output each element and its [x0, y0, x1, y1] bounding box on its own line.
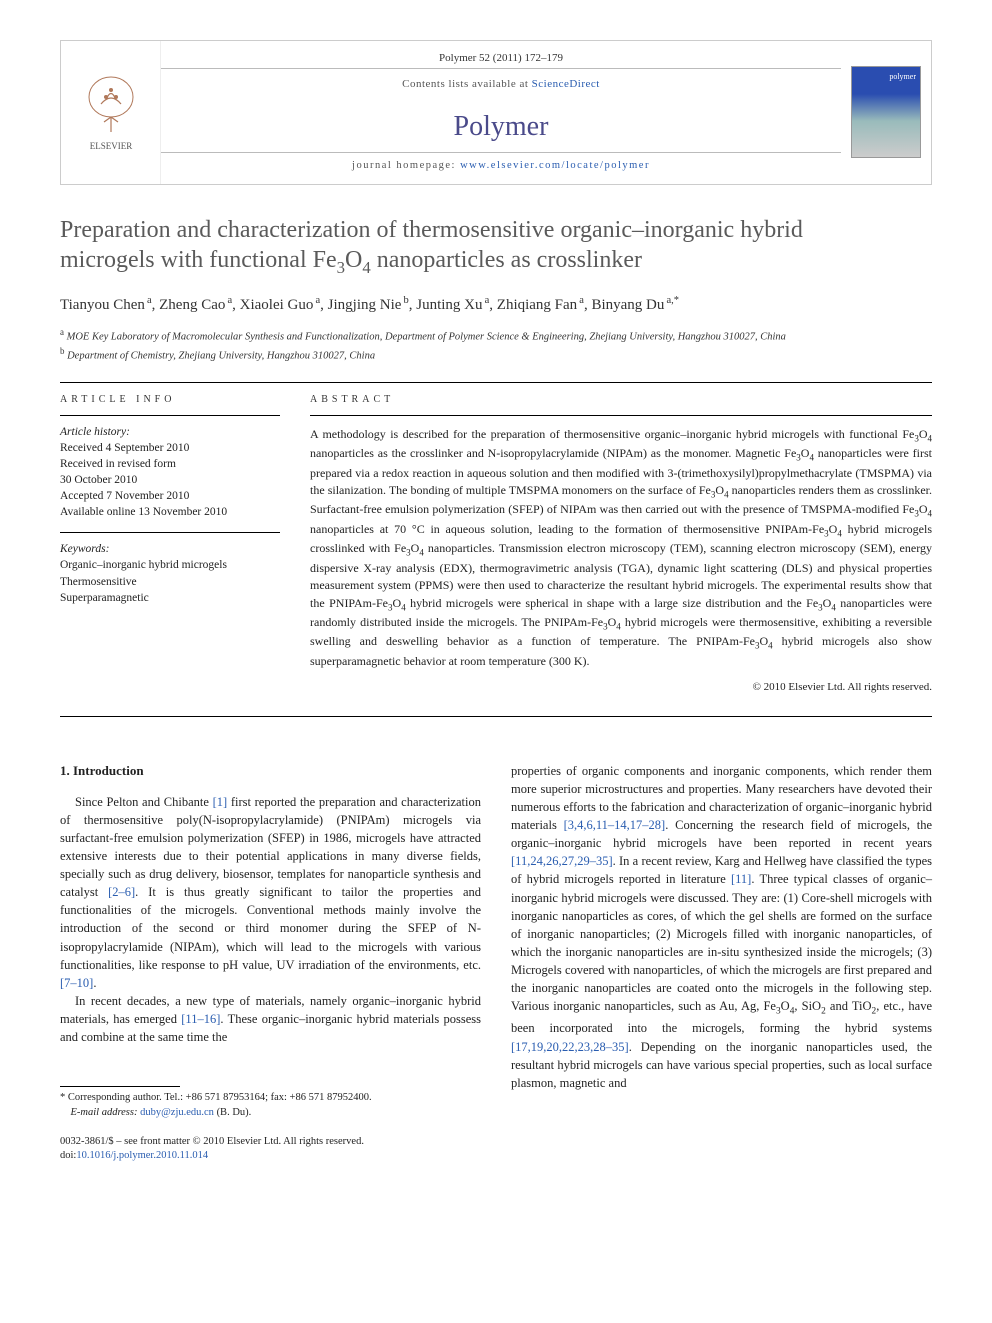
keywords-block: Keywords: Organic–inorganic hybrid micro… [60, 532, 280, 605]
homepage-prefix: journal homepage: [352, 160, 460, 171]
title-mid: O [345, 247, 362, 273]
elsevier-tree-logo: ELSEVIER [76, 72, 146, 152]
publisher-logo-cell: ELSEVIER [61, 41, 161, 184]
keyword-3: Superparamagnetic [60, 590, 280, 606]
header-center: Polymer 52 (2011) 172–179 Contents lists… [161, 41, 841, 184]
author: Jingjing Nie b [328, 297, 409, 313]
history-label: Article history: [60, 424, 280, 440]
abstract-text: A methodology is described for the prepa… [310, 415, 932, 671]
corresponding-footer: * Corresponding author. Tel.: +86 571 87… [60, 1086, 481, 1164]
ref-link-multi-3[interactable]: [17,19,20,22,23,28–35] [511, 1040, 629, 1054]
body-two-columns: 1. Introduction Since Pelton and Chibant… [60, 762, 932, 1164]
homepage-line: journal homepage: www.elsevier.com/locat… [352, 159, 650, 174]
author: Tianyou Chen a [60, 297, 152, 313]
article-history-block: Article history: Received 4 September 20… [60, 415, 280, 521]
affiliations: a MOE Key Laboratory of Macromolecular S… [60, 326, 932, 363]
article-title: Preparation and characterization of ther… [60, 215, 932, 279]
title-sub2: 4 [362, 257, 370, 276]
author: Zheng Cao a [159, 297, 232, 313]
sciencedirect-link[interactable]: ScienceDirect [532, 78, 600, 90]
intro-para-3: properties of organic components and ino… [511, 762, 932, 1092]
email-suffix: (B. Du). [214, 1107, 251, 1118]
history-received: Received 4 September 2010 [60, 440, 280, 456]
ref-link-multi-1[interactable]: [3,4,6,11–14,17–28] [564, 818, 666, 832]
doi-link[interactable]: 10.1016/j.polymer.2010.11.014 [76, 1150, 208, 1161]
journal-homepage-link[interactable]: www.elsevier.com/locate/polymer [460, 160, 650, 171]
article-info-column: ARTICLE INFO Article history: Received 4… [60, 383, 280, 696]
contents-prefix: Contents lists available at [402, 78, 531, 90]
title-line2-pre: microgels with functional Fe [60, 247, 337, 273]
title-line2-post: nanoparticles as crosslinker [371, 247, 642, 273]
history-accepted: Accepted 7 November 2010 [60, 488, 280, 504]
doi-label: doi: [60, 1150, 76, 1161]
intro-para-1: Since Pelton and Chibante [1] first repo… [60, 793, 481, 992]
journal-cover-thumbnail[interactable]: polymer [851, 66, 921, 158]
author: Junting Xu a [416, 297, 489, 313]
keyword-2: Thermosensitive [60, 574, 280, 590]
history-online: Available online 13 November 2010 [60, 504, 280, 520]
introduction-heading: 1. Introduction [60, 762, 481, 781]
article-info-heading: ARTICLE INFO [60, 383, 280, 415]
email-label: E-mail address: [71, 1107, 141, 1118]
keyword-1: Organic–inorganic hybrid microgels [60, 557, 280, 573]
corresponding-email-link[interactable]: duby@zju.edu.cn [140, 1107, 214, 1118]
history-revised1: Received in revised form [60, 456, 280, 472]
journal-header: ELSEVIER Polymer 52 (2011) 172–179 Conte… [60, 40, 932, 185]
ref-link-1[interactable]: [1] [213, 795, 228, 809]
journal-name: Polymer [454, 107, 549, 146]
ref-link-multi-2[interactable]: [11,24,26,27,29–35] [511, 854, 613, 868]
title-sub1: 3 [337, 257, 345, 276]
ref-link-11-16[interactable]: [11–16] [181, 1012, 220, 1026]
issn-line: 0032-3861/$ – see front matter © 2010 El… [60, 1135, 481, 1150]
title-line1: Preparation and characterization of ther… [60, 217, 803, 243]
keywords-label: Keywords: [60, 541, 280, 557]
intro-para-2: In recent decades, a new type of materia… [60, 992, 481, 1046]
author: Binyang Du a,* [591, 297, 679, 313]
corresponding-author-line: * Corresponding author. Tel.: +86 571 87… [60, 1091, 481, 1106]
history-revised2: 30 October 2010 [60, 472, 280, 488]
author: Zhiqiang Fan a [497, 297, 584, 313]
info-abstract-row: ARTICLE INFO Article history: Received 4… [60, 383, 932, 696]
author: Xiaolei Guo a [240, 297, 321, 313]
publisher-name: ELSEVIER [89, 141, 132, 151]
affiliation-a: MOE Key Laboratory of Macromolecular Syn… [67, 332, 786, 343]
citation-line: Polymer 52 (2011) 172–179 [439, 51, 563, 66]
cover-thumbnail-cell: polymer [841, 41, 931, 184]
cover-label: polymer [856, 71, 916, 82]
ref-link-11b[interactable]: [11] [731, 872, 751, 886]
ref-link-7-10[interactable]: [7–10] [60, 976, 93, 990]
doi-line: doi:10.1016/j.polymer.2010.11.014 [60, 1149, 481, 1164]
affiliation-b: Department of Chemistry, Zhejiang Univer… [67, 351, 375, 362]
abstract-copyright: © 2010 Elsevier Ltd. All rights reserved… [310, 680, 932, 695]
contents-available-line: Contents lists available at ScienceDirec… [402, 77, 600, 92]
authors-list: Tianyou Chen a, Zheng Cao a, Xiaolei Guo… [60, 294, 932, 316]
abstract-column: ABSTRACT A methodology is described for … [310, 383, 932, 696]
ref-link-2-6[interactable]: [2–6] [108, 885, 135, 899]
abstract-heading: ABSTRACT [310, 383, 932, 415]
